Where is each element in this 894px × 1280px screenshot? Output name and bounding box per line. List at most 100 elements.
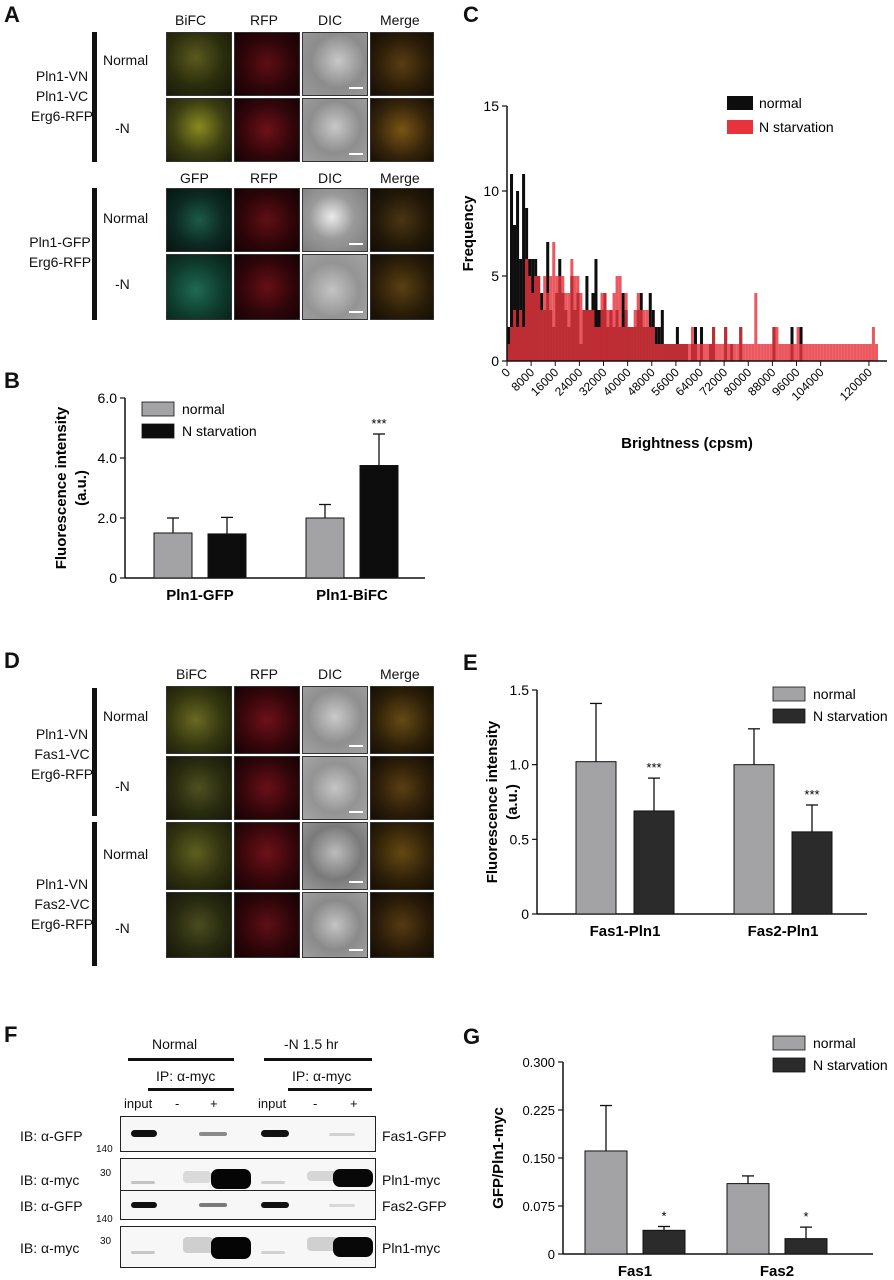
ib-label: IB: α-GFP bbox=[20, 1128, 83, 1144]
protein-label: Fas2-GFP bbox=[382, 1198, 447, 1214]
scale-bar bbox=[349, 243, 363, 245]
group-bracket bbox=[92, 188, 97, 320]
histogram-bar bbox=[847, 344, 851, 361]
histogram-bar bbox=[772, 327, 776, 361]
image-merge-minus-n bbox=[370, 254, 434, 320]
scale-bar bbox=[349, 87, 363, 89]
image-bifc-normal bbox=[166, 686, 232, 754]
histogram-bar bbox=[633, 310, 637, 361]
significance-mark: *** bbox=[371, 416, 386, 431]
histogram-bar bbox=[829, 344, 833, 361]
blot-strip-pln1-myc bbox=[120, 1226, 376, 1268]
condition-line bbox=[264, 1058, 372, 1061]
image-dic-normal bbox=[302, 188, 368, 252]
image-merge-minus-n bbox=[370, 98, 434, 162]
histogram-bar bbox=[856, 344, 860, 361]
histogram-bar bbox=[760, 344, 764, 361]
panel-label-g: G bbox=[463, 1024, 481, 1049]
header-merge: Merge bbox=[380, 170, 420, 186]
histogram-bar bbox=[787, 344, 791, 361]
y-tick-label: 0.150 bbox=[522, 1151, 555, 1166]
histogram-bar bbox=[663, 344, 667, 361]
bar bbox=[207, 533, 247, 579]
histogram-bar bbox=[516, 327, 520, 361]
group-bracket bbox=[92, 688, 97, 816]
lane-label: input bbox=[258, 1096, 287, 1111]
histogram-bar bbox=[690, 327, 694, 361]
y-axis-label: (a.u.) bbox=[504, 784, 521, 820]
strain-line: Pln1-VN bbox=[35, 68, 89, 84]
histogram-bar bbox=[621, 327, 625, 361]
row-label-normal: Normal bbox=[103, 52, 149, 68]
histogram-bar bbox=[567, 293, 571, 361]
condition-line bbox=[128, 1058, 234, 1061]
strain-line: Pln1-VN bbox=[35, 876, 89, 892]
bar bbox=[359, 465, 399, 579]
image-dic-minus-n bbox=[302, 98, 368, 162]
strain-line: Erg6-RFP bbox=[30, 766, 94, 782]
x-axis-label: Brightness (cpsm) bbox=[621, 435, 753, 452]
strain-line: Erg6-RFP bbox=[30, 916, 94, 932]
ib-label: IB: α-GFP bbox=[20, 1198, 83, 1214]
legend-label: normal bbox=[813, 1035, 856, 1051]
histogram-bar bbox=[618, 276, 622, 361]
ib-label: IB: α-myc bbox=[20, 1172, 80, 1188]
row-label-normal: Normal bbox=[103, 708, 149, 724]
scale-bar bbox=[349, 811, 363, 813]
histogram-bar bbox=[510, 327, 514, 361]
histogram-bar bbox=[745, 344, 749, 361]
histogram-bar bbox=[681, 344, 685, 361]
histogram-bar bbox=[558, 276, 562, 361]
header-rfp: RFP bbox=[250, 170, 278, 186]
histogram-bar bbox=[832, 344, 836, 361]
image-rfp-normal bbox=[234, 822, 300, 890]
histogram-bar bbox=[609, 310, 613, 361]
scale-bar bbox=[349, 311, 363, 313]
image-dic-normal bbox=[302, 686, 368, 754]
bar bbox=[726, 1183, 770, 1255]
histogram-bar bbox=[546, 293, 550, 361]
header-dic: DIC bbox=[318, 666, 343, 682]
histogram-bar bbox=[582, 310, 586, 361]
lane-label: + bbox=[210, 1096, 218, 1111]
bar bbox=[575, 761, 617, 915]
y-tick-label: 0.300 bbox=[522, 1055, 555, 1070]
histogram-bar bbox=[657, 344, 661, 361]
histogram-bar bbox=[715, 344, 719, 361]
histogram-bar bbox=[522, 327, 526, 361]
histogram-bar bbox=[775, 327, 779, 361]
histogram-bar bbox=[594, 259, 598, 361]
x-tick-label: Fas2-Pln1 bbox=[748, 923, 819, 940]
histogram-bar bbox=[781, 344, 785, 361]
y-axis-label: Frequency bbox=[460, 195, 477, 272]
x-tick-label: 120000 bbox=[837, 365, 875, 403]
image-dic-normal bbox=[302, 32, 368, 96]
histogram-bar bbox=[594, 327, 598, 361]
bar bbox=[633, 810, 675, 915]
histogram-bar bbox=[519, 310, 523, 361]
histogram-bar bbox=[766, 344, 770, 361]
header-gfp: GFP bbox=[180, 170, 209, 186]
image-dic-minus-n bbox=[302, 756, 368, 820]
histogram-bar bbox=[751, 344, 755, 361]
legend-swatch bbox=[727, 96, 753, 110]
histogram-bar bbox=[739, 327, 743, 361]
row-label-normal: Normal bbox=[103, 846, 149, 862]
histogram-bar bbox=[871, 327, 875, 361]
y-tick-label: 1.0 bbox=[510, 757, 530, 773]
histogram-bar bbox=[513, 310, 517, 361]
histogram-bar bbox=[606, 310, 610, 361]
mw-marker: 140 bbox=[96, 1214, 113, 1225]
y-tick-label: 0.075 bbox=[522, 1199, 555, 1214]
lane-label: input bbox=[124, 1096, 153, 1111]
image-rfp-normal bbox=[234, 32, 300, 96]
y-tick-label: 6.0 bbox=[98, 390, 118, 406]
histogram-bar bbox=[712, 327, 716, 361]
image-dic-minus-n bbox=[302, 892, 368, 958]
image-bifc-minus-n bbox=[166, 98, 232, 162]
histogram-bar bbox=[522, 174, 526, 361]
x-tick-label: 0 bbox=[498, 365, 513, 380]
image-gfp-normal bbox=[166, 188, 232, 252]
ib-label: IB: α-myc bbox=[20, 1240, 80, 1256]
image-merge-normal bbox=[370, 822, 434, 890]
